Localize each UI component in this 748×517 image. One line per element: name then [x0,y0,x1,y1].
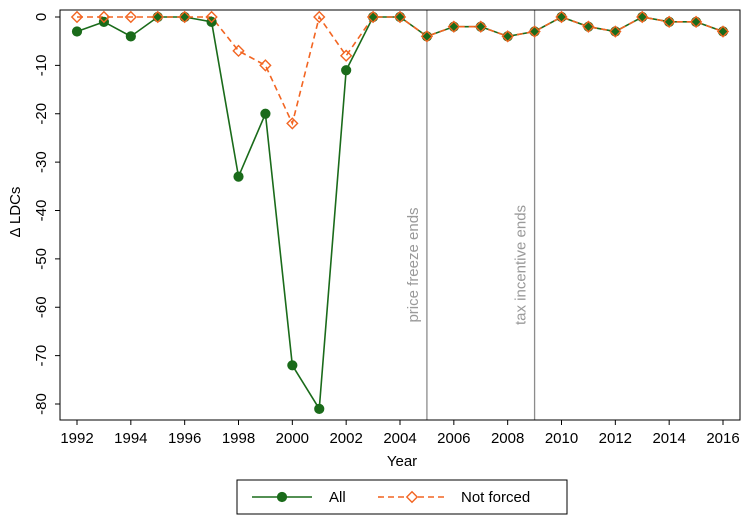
y-tick-label: -10 [33,55,50,77]
point-all [367,11,379,23]
point-not-forced [124,10,138,24]
annotation-label: tax incentive ends [513,205,530,325]
y-tick-label: -40 [33,200,50,222]
point-all [287,360,298,371]
point-not-forced [609,25,622,38]
x-tick-label: 2016 [706,430,739,447]
point-all [610,26,621,37]
legend-label-all: All [329,489,346,506]
point-not-forced [178,10,191,24]
point-all [233,171,244,182]
y-axis-label: Δ LDCs [7,187,24,238]
point-not-forced [97,10,111,24]
point-all [448,21,459,32]
y-tick-label: -50 [33,248,50,270]
point-not-forced [582,20,595,33]
point-all [152,11,163,23]
x-tick-label: 2000 [276,430,309,447]
point-all [529,26,540,37]
point-not-forced [70,10,84,24]
point-not-forced [393,10,407,24]
point-not-forced [716,25,730,38]
point-not-forced [636,10,649,24]
point-all [260,108,271,119]
y-tick-label: -70 [33,345,50,367]
point-not-forced [420,30,434,43]
x-tick-label: 1992 [60,430,93,447]
point-not-forced [232,44,245,58]
point-all [637,11,648,23]
y-tick-label: -30 [33,151,50,173]
point-not-forced [689,15,703,29]
x-tick-label: 2008 [491,430,524,447]
point-all [179,11,190,23]
x-tick-label: 2002 [329,430,362,447]
point-all [341,65,352,76]
legend-label-not-forced: Not forced [461,489,530,506]
point-all [125,31,136,42]
x-tick-label: 1994 [114,430,147,447]
x-axis-label: Year [387,453,417,470]
y-tick-label: -60 [33,296,50,318]
point-not-forced [501,30,514,43]
point-not-forced [313,10,326,24]
x-tick-label: 1998 [222,430,255,447]
x-tick-label: 1996 [168,430,201,447]
point-not-forced [259,59,272,72]
point-not-forced [662,15,676,29]
point-not-forced [151,10,164,24]
legend-marker-all [276,491,288,503]
point-all [421,31,433,42]
x-tick-label: 2004 [383,430,416,447]
point-all [475,21,486,32]
point-all [690,16,702,27]
point-not-forced [474,20,487,33]
point-not-forced [447,20,461,33]
point-all [664,16,675,27]
y-tick-label: -80 [33,393,50,415]
point-all [502,31,513,42]
point-not-forced [286,117,299,130]
annotation-label: price freeze ends [405,207,422,322]
y-tick-label: 0 [33,13,50,21]
point-all [314,403,325,414]
point-not-forced [366,10,380,24]
x-tick-label: 2010 [545,430,578,447]
x-tick-label: 2006 [437,430,470,447]
legend: All Not forced [236,479,568,515]
point-not-forced [555,10,568,24]
point-all [583,21,594,32]
y-tick-label: -20 [33,103,50,125]
legend-marker-not-forced [405,490,419,504]
x-tick-label: 2012 [599,430,632,447]
point-not-forced [205,10,218,24]
point-all [71,26,83,37]
point-all [717,26,729,37]
point-all [556,11,567,23]
point-all [394,11,406,23]
point-not-forced [528,25,541,38]
point-not-forced [339,49,353,62]
x-tick-label: 2014 [652,430,685,447]
